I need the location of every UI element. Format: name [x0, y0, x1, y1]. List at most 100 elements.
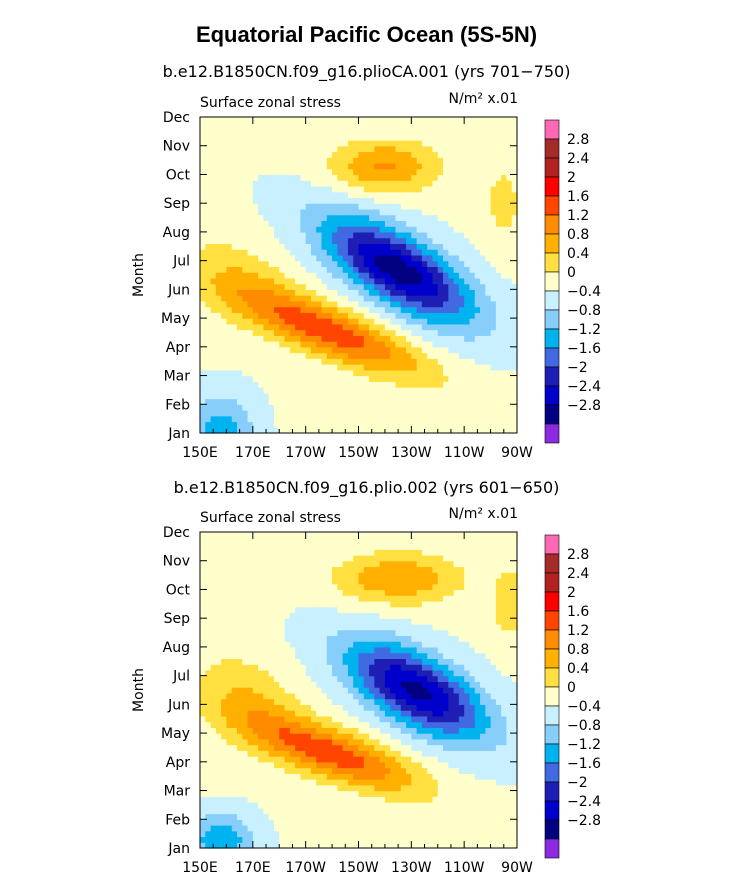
heatmap-cell — [310, 427, 317, 434]
heatmap-cell — [215, 750, 222, 757]
heatmap-cell — [511, 145, 518, 153]
heatmap-cell — [437, 790, 444, 797]
heatmap-cell — [485, 784, 492, 792]
heatmap-cell — [300, 295, 307, 302]
heatmap-cell — [469, 312, 476, 319]
heatmap-cell — [247, 283, 254, 290]
heatmap-cell — [511, 819, 518, 826]
heatmap-cell — [295, 168, 301, 176]
heatmap-cell — [226, 692, 233, 700]
heatmap-cell — [273, 220, 280, 227]
heatmap-cell — [347, 813, 354, 820]
heatmap-cell — [252, 715, 259, 723]
heatmap-cell — [511, 727, 518, 734]
heatmap-cell — [215, 162, 222, 170]
heatmap-cell — [221, 243, 228, 250]
heatmap-cell — [506, 813, 513, 820]
heatmap-cell — [506, 364, 513, 371]
heatmap-cell — [501, 415, 508, 423]
heatmap-cell — [289, 733, 296, 740]
heatmap-cell — [215, 174, 222, 181]
heatmap-cell — [226, 283, 233, 290]
heatmap-cell — [416, 698, 423, 705]
heatmap-cell — [279, 410, 286, 417]
heatmap-cell — [221, 329, 228, 336]
heatmap-cell — [453, 254, 460, 262]
heatmap-cell — [295, 272, 301, 279]
heatmap-cell — [252, 819, 259, 826]
heatmap-cell — [353, 231, 360, 239]
heatmap-cell — [421, 185, 428, 193]
heatmap-cell — [215, 145, 222, 153]
heatmap-cell — [226, 295, 233, 302]
heatmap-cell — [242, 208, 249, 216]
heatmap-cell — [369, 364, 375, 371]
heatmap-cell — [263, 421, 270, 428]
heatmap-cell — [321, 318, 328, 325]
heatmap-cell — [369, 266, 375, 273]
heatmap-cell — [453, 381, 460, 388]
heatmap-cell — [469, 168, 476, 176]
heatmap-cell — [326, 369, 333, 377]
heatmap-cell — [511, 733, 518, 740]
heatmap-cell — [242, 191, 249, 199]
heatmap-cell — [347, 162, 354, 170]
heatmap-cell — [242, 427, 249, 434]
heatmap-cell — [416, 243, 423, 250]
heatmap-cell — [501, 191, 508, 199]
heatmap-cell — [358, 773, 365, 780]
heatmap-cell — [506, 404, 513, 411]
heatmap-cell — [363, 226, 370, 233]
heatmap-cell — [506, 220, 513, 227]
heatmap-cell — [231, 162, 238, 170]
heatmap-cell — [374, 277, 381, 285]
heatmap-cell — [384, 157, 391, 164]
heatmap-cell — [242, 733, 249, 740]
heatmap-cell — [421, 237, 428, 244]
heatmap-cell — [400, 266, 407, 273]
heatmap-cell — [437, 761, 444, 769]
heatmap-cell — [374, 767, 381, 774]
heatmap-cell — [284, 300, 291, 308]
heatmap-cell — [511, 427, 518, 434]
colorbar-swatch — [544, 176, 560, 197]
heatmap-cell — [310, 168, 317, 176]
heatmap-cell — [384, 329, 391, 336]
heatmap-cell — [437, 830, 444, 838]
heatmap-cell — [263, 784, 270, 792]
heatmap-cell — [205, 427, 212, 434]
heatmap-cell — [416, 260, 423, 267]
heatmap-cell — [310, 750, 317, 757]
heatmap-cell — [506, 231, 513, 239]
heatmap-cell — [279, 830, 286, 838]
heatmap-cell — [395, 750, 402, 757]
heatmap-cell — [273, 128, 280, 135]
heatmap-cell — [215, 698, 222, 705]
heatmap-cell — [432, 784, 439, 792]
heatmap-cell — [369, 277, 375, 285]
heatmap-cell — [300, 231, 307, 239]
heatmap-cell — [247, 721, 254, 728]
heatmap-cell — [353, 830, 360, 838]
heatmap-cell — [363, 180, 370, 187]
heatmap-cell — [316, 807, 323, 815]
heatmap-cell — [353, 721, 360, 728]
heatmap-cell — [485, 277, 492, 285]
heatmap-cell — [236, 830, 243, 838]
heatmap-cell — [332, 237, 338, 244]
heatmap-cell — [379, 323, 386, 331]
heatmap-cell — [226, 392, 233, 400]
heatmap-cell — [506, 117, 513, 124]
heatmap-cell — [200, 830, 206, 838]
heatmap-cell — [474, 421, 481, 428]
heatmap-cell — [358, 392, 365, 400]
heatmap-cell — [263, 139, 270, 147]
heatmap-cell — [411, 197, 418, 204]
heatmap-cell — [337, 128, 344, 135]
heatmap-cell — [427, 237, 434, 244]
heatmap-cell — [485, 128, 492, 135]
heatmap-cell — [252, 312, 259, 319]
heatmap-cell — [342, 249, 349, 256]
heatmap-cell — [480, 830, 486, 838]
heatmap-cell — [252, 174, 259, 181]
